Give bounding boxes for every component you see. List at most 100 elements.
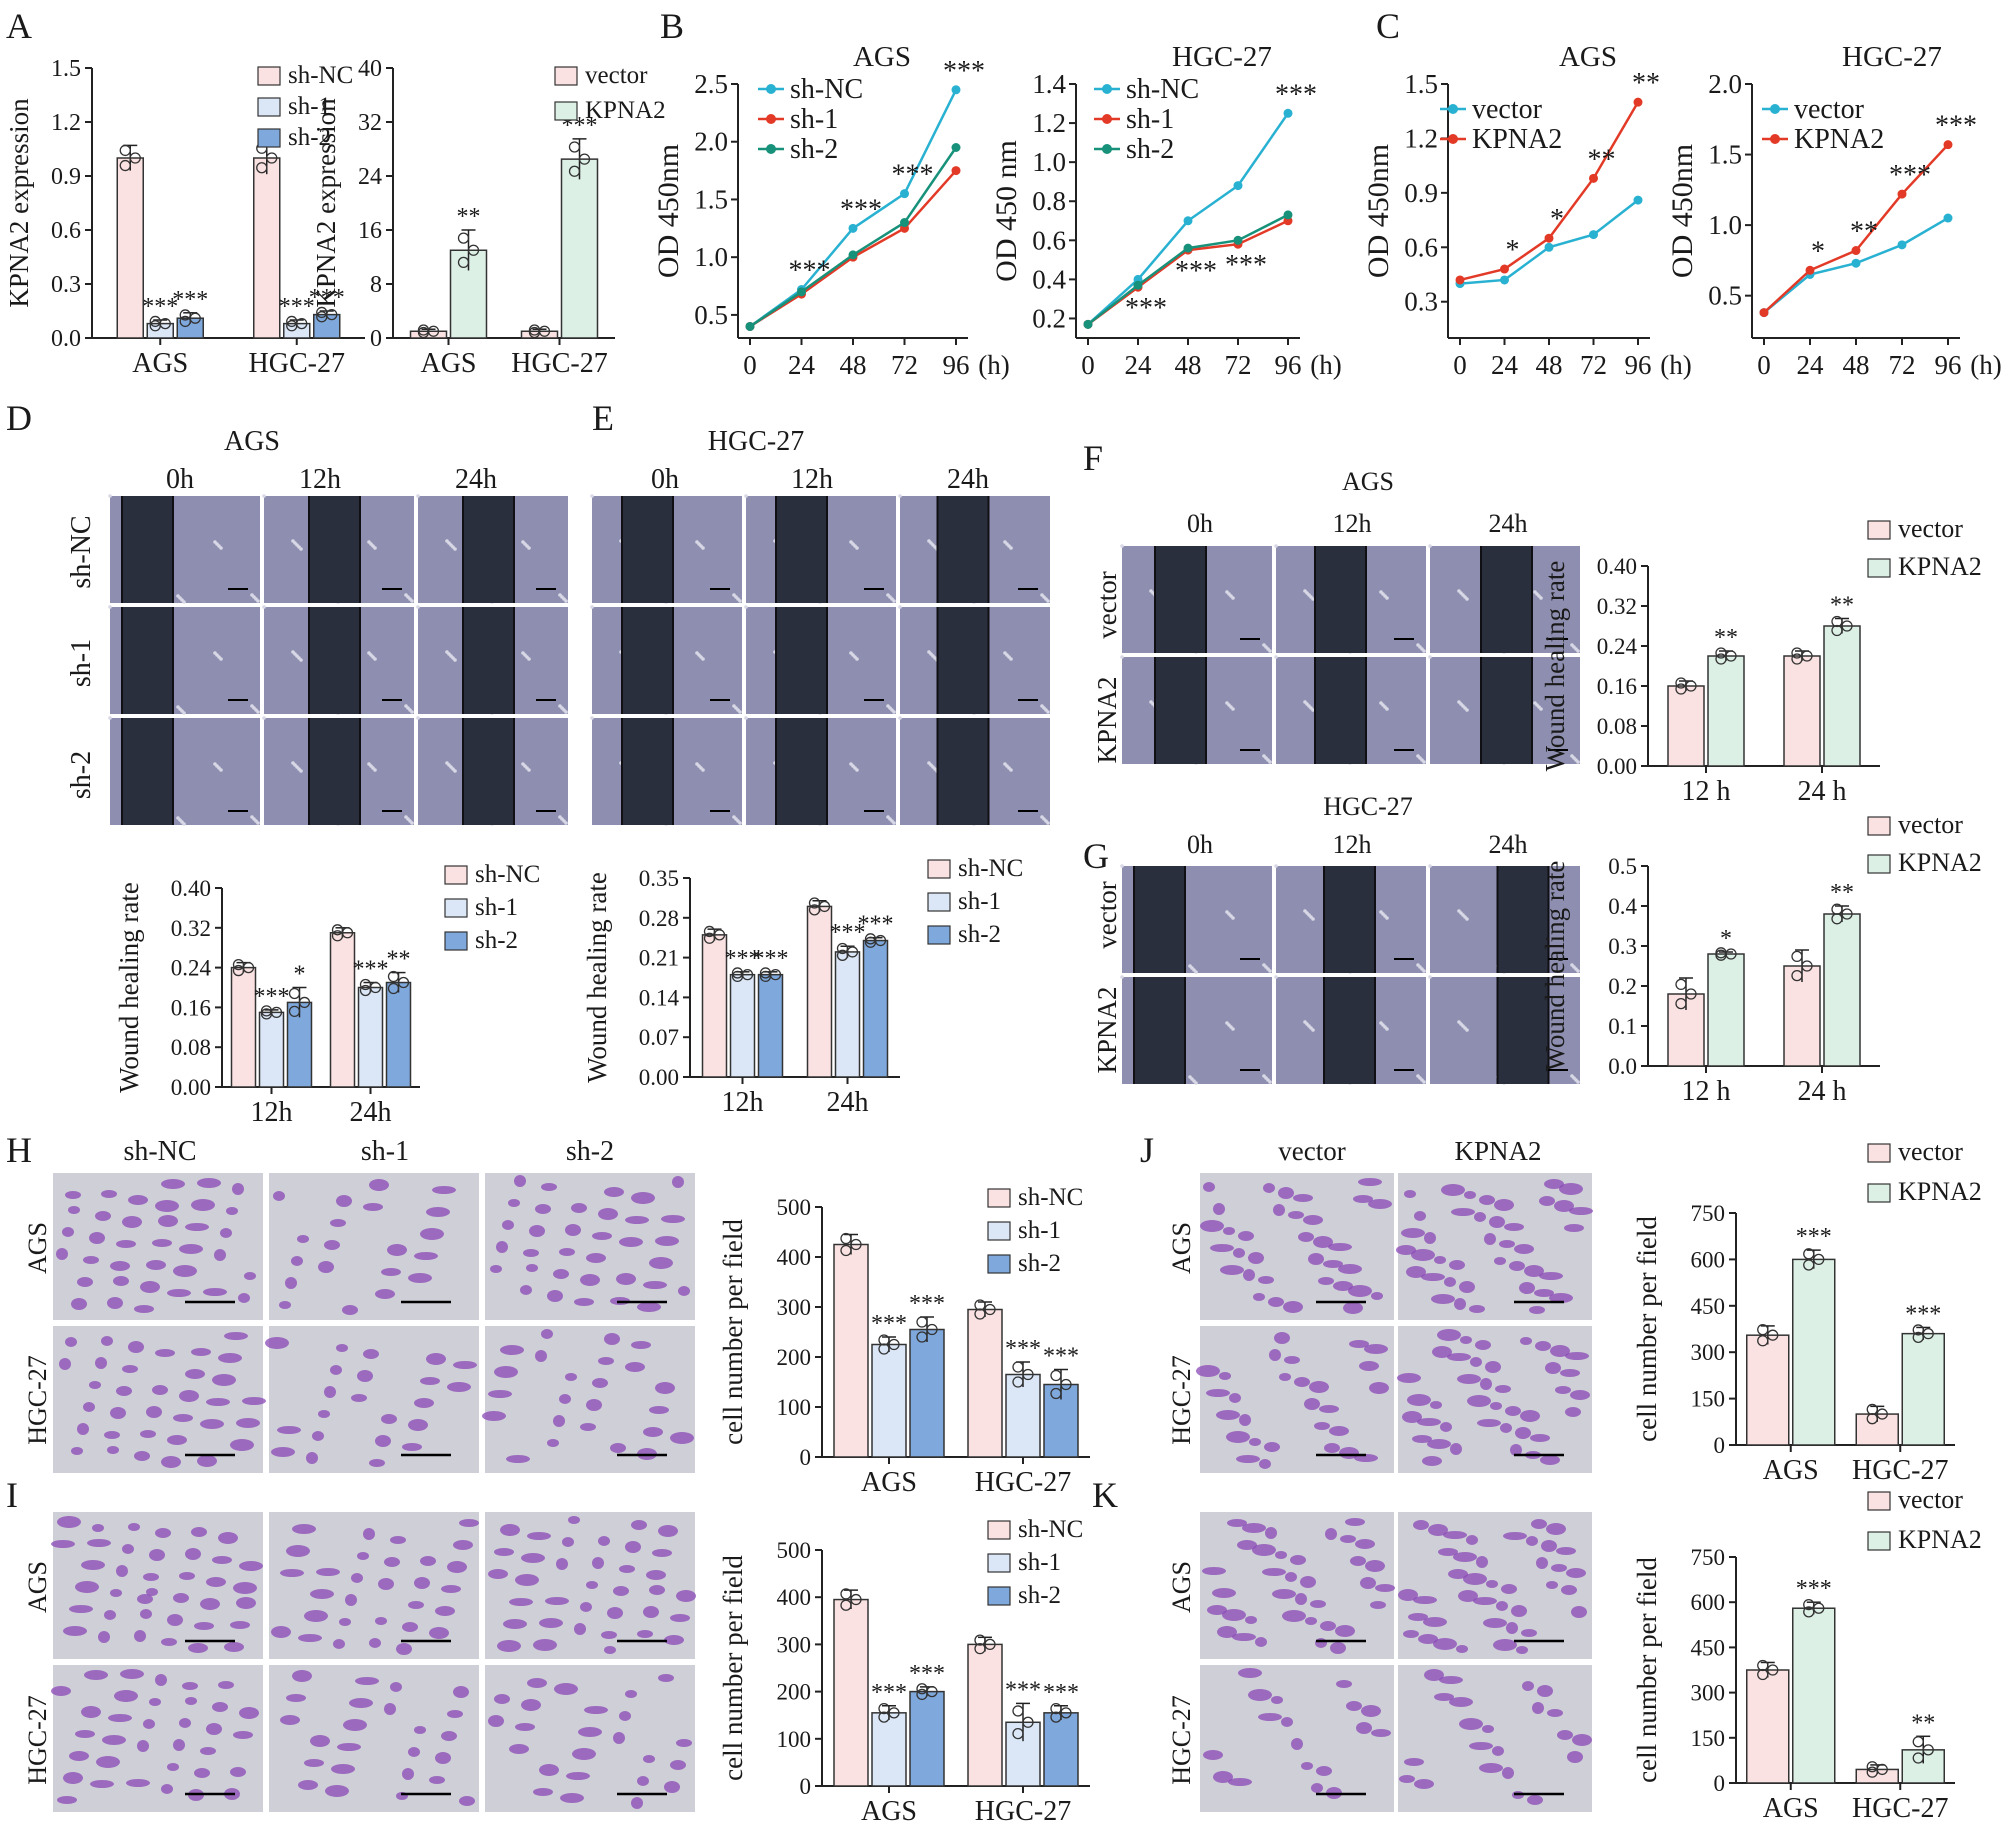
stained-cell bbox=[1555, 1386, 1571, 1394]
stained-cell bbox=[1275, 1551, 1287, 1559]
stained-cell bbox=[1464, 1191, 1476, 1199]
stained-cell bbox=[1475, 1340, 1491, 1350]
stained-cell bbox=[63, 1772, 83, 1784]
legend-swatch-vector bbox=[1867, 1143, 1891, 1163]
stained-cell bbox=[1298, 1232, 1314, 1242]
x-tick-label: 0 bbox=[1081, 350, 1095, 380]
stained-cell bbox=[239, 1707, 259, 1719]
legend-label: sh-2 bbox=[790, 134, 838, 165]
significance-label: ** bbox=[387, 947, 411, 973]
stained-cell bbox=[637, 1302, 661, 1312]
stained-cell bbox=[316, 1568, 340, 1576]
series-point-sh-2 bbox=[848, 250, 858, 260]
stained-cell bbox=[402, 1443, 422, 1451]
stained-cell bbox=[592, 1232, 612, 1240]
stained-cell bbox=[607, 1607, 623, 1619]
y-tick-label: 750 bbox=[1691, 1201, 1726, 1226]
data-point bbox=[1050, 1702, 1062, 1715]
stained-cell bbox=[1203, 1750, 1223, 1760]
data-point bbox=[888, 1338, 900, 1351]
stained-cell bbox=[643, 1427, 663, 1437]
significance-label: *** bbox=[1125, 293, 1167, 324]
stained-cell bbox=[1237, 1540, 1257, 1550]
stained-cell bbox=[381, 1268, 401, 1276]
wound-gap bbox=[937, 607, 989, 714]
stained-cell bbox=[619, 1711, 631, 1721]
stained-cell bbox=[1564, 1224, 1584, 1232]
stained-cell bbox=[1336, 1680, 1352, 1688]
stained-cell bbox=[1222, 1609, 1246, 1621]
data-point bbox=[331, 930, 344, 942]
stained-cell bbox=[230, 1439, 254, 1451]
significance-label: * bbox=[1550, 204, 1564, 235]
stained-cell bbox=[625, 1690, 637, 1698]
significance-label: *** bbox=[142, 294, 178, 320]
stained-cell bbox=[324, 1240, 340, 1250]
stained-cell bbox=[509, 1744, 529, 1754]
stained-cell bbox=[1291, 1738, 1303, 1750]
legend-marker-vector bbox=[1770, 104, 1780, 114]
stained-cell bbox=[496, 1241, 508, 1253]
wound-gap bbox=[1324, 977, 1375, 1084]
stained-cell bbox=[670, 1432, 694, 1444]
stained-cell bbox=[1212, 1588, 1236, 1598]
data-point bbox=[1685, 988, 1697, 1000]
series-point-KPNA2 bbox=[1544, 233, 1554, 243]
stained-cell bbox=[242, 1397, 266, 1405]
legend-label: KPNA2 bbox=[1898, 1177, 1982, 1206]
data-point bbox=[840, 1232, 852, 1245]
stained-cell bbox=[565, 1373, 577, 1381]
stained-cell bbox=[1290, 1555, 1306, 1565]
stained-cell bbox=[613, 1586, 629, 1596]
stained-cell bbox=[1272, 1589, 1296, 1599]
wound-gap bbox=[463, 607, 514, 714]
legend-label: sh-2 bbox=[1126, 134, 1174, 165]
stained-cell bbox=[238, 1293, 250, 1303]
cell-speck bbox=[1570, 963, 1574, 967]
data-point bbox=[369, 981, 382, 994]
stained-cell bbox=[1470, 1357, 1482, 1367]
y-tick-label: 0.2 bbox=[1608, 974, 1637, 999]
stained-cell bbox=[285, 1277, 297, 1289]
stained-cell bbox=[539, 1764, 559, 1776]
y-tick-label: 0.2 bbox=[1032, 303, 1066, 333]
stained-cell bbox=[90, 1780, 114, 1788]
bar-vector-24 h bbox=[1783, 655, 1821, 767]
stained-cell bbox=[1474, 1212, 1486, 1222]
legend-swatch-sh-2 bbox=[444, 931, 468, 951]
stained-cell bbox=[1404, 1190, 1416, 1198]
cell-speck bbox=[1149, 700, 1153, 704]
cell-speck bbox=[1303, 909, 1307, 913]
stained-cell bbox=[1519, 1282, 1535, 1294]
stained-cell bbox=[167, 1435, 187, 1445]
stained-cell bbox=[81, 1706, 101, 1718]
stained-cell bbox=[1503, 1532, 1527, 1540]
stained-cell bbox=[101, 1190, 117, 1198]
significance-label: *** bbox=[871, 1311, 907, 1337]
stained-cell bbox=[670, 1760, 686, 1770]
stained-cell bbox=[218, 1681, 234, 1689]
time-label-12h: 12h bbox=[1333, 830, 1372, 859]
stained-cell bbox=[598, 1357, 614, 1365]
stained-cell bbox=[1500, 1423, 1512, 1433]
significance-label: *** bbox=[1043, 1680, 1079, 1706]
y-tick-label: 1.5 bbox=[1404, 69, 1438, 99]
stained-cell bbox=[541, 1183, 557, 1191]
cell-speck bbox=[1457, 1020, 1461, 1024]
stained-cell bbox=[426, 1207, 450, 1217]
transwell-image-bg bbox=[269, 1326, 479, 1473]
legend-swatch-sh-2 bbox=[927, 925, 951, 945]
chart-title: AGS bbox=[1559, 41, 1617, 73]
stained-cell bbox=[167, 1289, 191, 1297]
transwell-image bbox=[265, 1326, 479, 1473]
cell-speck bbox=[590, 494, 594, 498]
cell-speck bbox=[1225, 701, 1229, 705]
legend-label: sh-NC bbox=[475, 861, 540, 888]
stained-cell bbox=[277, 1426, 301, 1434]
data-point bbox=[1801, 960, 1813, 972]
stained-cell bbox=[182, 1682, 198, 1690]
wound-image bbox=[744, 605, 896, 715]
stained-cell bbox=[1285, 1572, 1297, 1582]
legend-marker-sh-NC bbox=[766, 84, 776, 94]
